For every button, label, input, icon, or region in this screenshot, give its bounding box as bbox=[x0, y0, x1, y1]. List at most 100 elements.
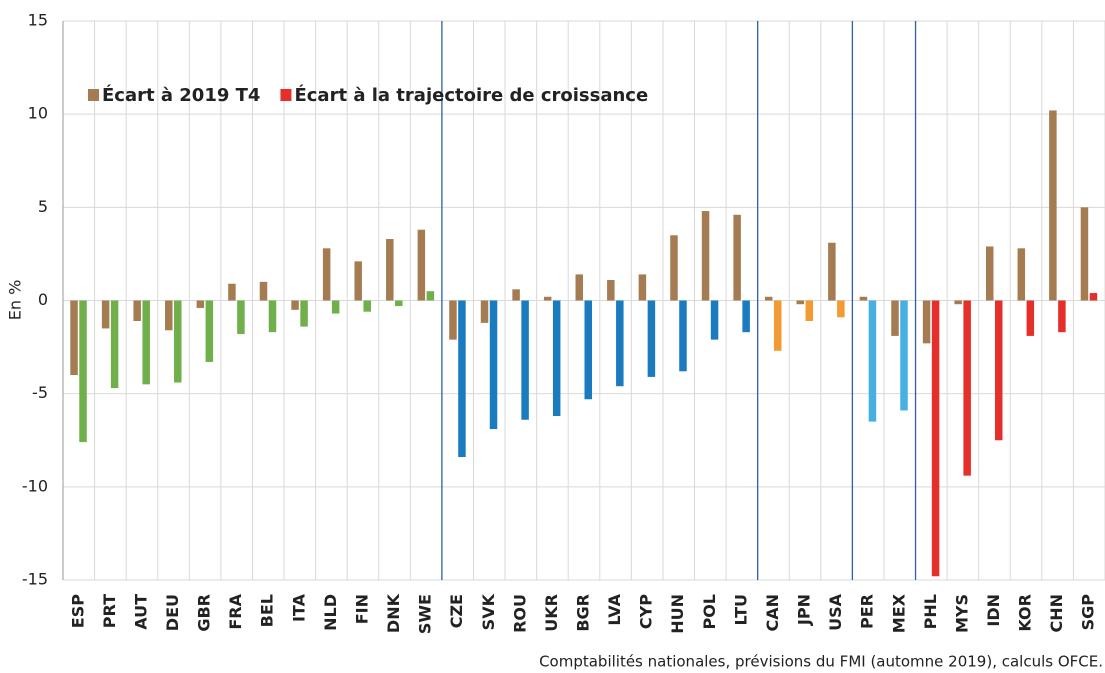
bar bbox=[237, 300, 245, 335]
x-tick-label: CZE bbox=[447, 594, 466, 628]
x-tick-label: PHL bbox=[921, 594, 940, 629]
bar bbox=[480, 300, 489, 323]
x-tick-label: ITA bbox=[289, 593, 308, 622]
x-tick-label: MEX bbox=[889, 593, 908, 633]
bar bbox=[133, 300, 141, 321]
source: Comptabilités nationales, prévisions du … bbox=[539, 653, 1103, 671]
x-tick-label: LVA bbox=[605, 593, 624, 625]
bar bbox=[101, 300, 110, 329]
x-tick-label: HUN bbox=[668, 594, 687, 634]
bar bbox=[386, 239, 394, 301]
bar bbox=[931, 300, 940, 577]
x-tick-label: SGP bbox=[1079, 594, 1098, 631]
bar bbox=[954, 300, 962, 305]
bar bbox=[1026, 300, 1035, 336]
bar bbox=[805, 300, 814, 321]
bar bbox=[174, 300, 182, 383]
bar bbox=[647, 300, 656, 377]
bar bbox=[458, 300, 466, 458]
bar bbox=[922, 300, 931, 344]
bar bbox=[426, 291, 435, 301]
bar bbox=[110, 300, 119, 389]
x-tick-label: ESP bbox=[68, 594, 87, 628]
bar bbox=[607, 280, 615, 301]
bar bbox=[773, 300, 782, 351]
bar bbox=[205, 300, 214, 362]
x-tick-label: SVK bbox=[479, 593, 498, 630]
bar bbox=[196, 300, 205, 308]
y-tick-label: -10 bbox=[22, 476, 48, 495]
bar bbox=[575, 274, 583, 301]
bar bbox=[1017, 248, 1026, 301]
x-tick-label: JPN bbox=[795, 594, 814, 626]
bar bbox=[142, 300, 150, 385]
bar bbox=[1080, 207, 1089, 301]
bar bbox=[1049, 110, 1057, 301]
bar bbox=[985, 246, 994, 301]
x-tick-label: SWE bbox=[416, 594, 435, 634]
bar bbox=[552, 300, 561, 417]
bar bbox=[1089, 293, 1098, 301]
bar bbox=[354, 261, 362, 301]
x-tick-label: CYP bbox=[637, 594, 656, 629]
x-tick-label: DEU bbox=[163, 594, 182, 631]
bar bbox=[859, 296, 868, 301]
bar bbox=[742, 300, 750, 333]
x-tick-label: DNK bbox=[384, 593, 403, 633]
x-tick-label: CAN bbox=[763, 594, 782, 632]
bar bbox=[70, 300, 78, 376]
x-tick-label: PER bbox=[858, 594, 877, 629]
bar bbox=[828, 242, 836, 301]
bar bbox=[584, 300, 592, 400]
bar bbox=[79, 300, 87, 443]
legend-label: Écart à la trajectoire de croissance bbox=[294, 84, 648, 106]
x-tick-label: POL bbox=[700, 594, 719, 630]
y-tick-label: -15 bbox=[22, 570, 48, 589]
x-tick-label: FIN bbox=[352, 594, 371, 624]
bar bbox=[300, 300, 308, 327]
bar bbox=[796, 300, 805, 305]
bar bbox=[994, 300, 1003, 441]
x-tick-label: IDN bbox=[984, 594, 1003, 627]
bar bbox=[449, 300, 457, 340]
bar bbox=[963, 300, 971, 476]
x-tick-label: GBR bbox=[195, 594, 214, 632]
bar bbox=[259, 281, 268, 301]
bar bbox=[543, 296, 552, 301]
bar bbox=[228, 283, 236, 301]
x-tick-label: FRA bbox=[226, 593, 245, 629]
y-tick-label: 15 bbox=[28, 11, 48, 30]
x-tick-label: PRT bbox=[100, 594, 119, 628]
y-tick-label: -5 bbox=[32, 383, 48, 402]
bar bbox=[733, 214, 741, 301]
x-tick-label: MYS bbox=[952, 594, 971, 633]
bar bbox=[616, 300, 624, 387]
x-tick-label: LTU bbox=[731, 594, 750, 625]
bar bbox=[670, 235, 678, 301]
x-tick-label: NLD bbox=[321, 594, 340, 631]
bar bbox=[395, 300, 403, 307]
bar bbox=[900, 300, 908, 411]
bar bbox=[837, 300, 845, 318]
x-tick-label: CHN bbox=[1047, 594, 1066, 633]
y-axis-label: En % bbox=[6, 280, 25, 321]
bar bbox=[1058, 300, 1066, 333]
bar bbox=[363, 300, 371, 312]
bar bbox=[521, 300, 529, 420]
y-tick-label: 0 bbox=[38, 290, 48, 309]
x-tick-label: USA bbox=[826, 593, 845, 631]
bar bbox=[891, 300, 899, 336]
bar bbox=[331, 300, 340, 314]
bar bbox=[322, 248, 331, 301]
legend-label: Écart à 2019 T4 bbox=[102, 84, 260, 106]
y-tick-label: 10 bbox=[28, 104, 48, 123]
bar bbox=[868, 300, 877, 422]
bar bbox=[679, 300, 687, 372]
bar bbox=[701, 211, 710, 301]
bar bbox=[165, 300, 173, 331]
x-tick-label: KOR bbox=[1016, 594, 1035, 632]
x-tick-label: BEL bbox=[258, 594, 277, 627]
x-tick-label: ROU bbox=[510, 594, 529, 633]
